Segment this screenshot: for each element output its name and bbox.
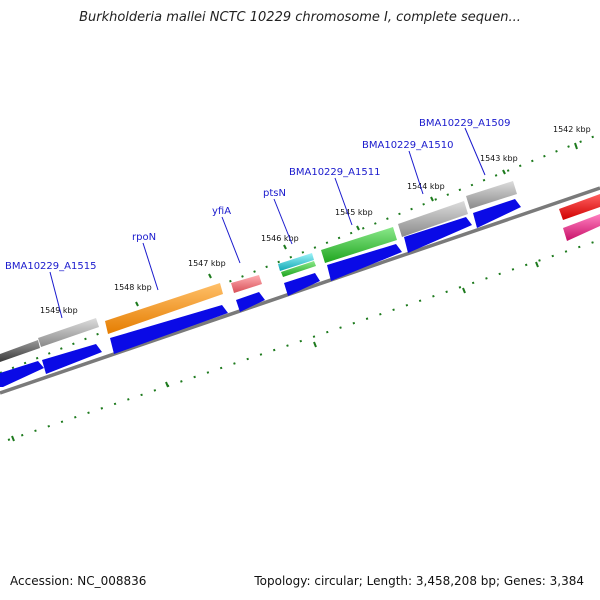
accession-text: Accession: NC_008836 <box>10 574 147 588</box>
gene-leaders <box>49 127 486 319</box>
inner-major-ticks <box>11 261 539 442</box>
kbp-label: 1547 kbp <box>188 259 226 268</box>
gene-labels: BMA10229_A1515 rpoN yfiA ptsN BMA10229_A… <box>5 118 510 272</box>
gene-ptsN-feature[interactable] <box>278 253 314 271</box>
gene-track <box>0 181 600 362</box>
genome-summary-text: Topology: circular; Length: 3,458,208 bp… <box>254 574 584 588</box>
gene-BMA10229_A1515-feature[interactable] <box>38 318 99 347</box>
cds-arrow[interactable] <box>110 305 228 354</box>
kbp-labels: 1549 kbp 1548 kbp 1547 kbp 1546 kbp 1545… <box>40 125 591 315</box>
backbone-arc <box>0 186 600 395</box>
cds-track <box>0 199 600 387</box>
gene-dark-feature[interactable] <box>0 340 40 362</box>
gene-BMA10229_A1511-feature[interactable] <box>321 227 397 263</box>
gene-label-rpoN[interactable]: rpoN <box>132 232 156 243</box>
gene-label-yfiA[interactable]: yfiA <box>212 206 231 217</box>
cds-arrow[interactable] <box>236 292 265 312</box>
cds-arrow[interactable] <box>327 244 402 281</box>
gene-label-BMA10229_A1511[interactable]: BMA10229_A1511 <box>289 167 380 178</box>
cds-arrow[interactable] <box>404 217 472 253</box>
kbp-label: 1549 kbp <box>40 306 78 315</box>
gene-red-feature[interactable] <box>559 194 600 220</box>
cds-arrow[interactable] <box>0 361 44 387</box>
gene-BMA10229_A1510-feature[interactable] <box>398 201 468 237</box>
kbp-label: 1546 kbp <box>261 234 299 243</box>
cds-arrow[interactable] <box>473 199 521 228</box>
map-title: Burkholderia mallei NCTC 10229 chromosom… <box>79 10 521 25</box>
cds-arrow[interactable] <box>42 344 102 374</box>
gene-label-BMA10229_A1509[interactable]: BMA10229_A1509 <box>419 118 510 129</box>
kbp-label: 1544 kbp <box>407 182 445 191</box>
cds-arrow[interactable] <box>284 273 320 296</box>
kbp-label: 1542 kbp <box>553 125 591 134</box>
kbp-label: 1548 kbp <box>114 283 152 292</box>
gene-ptsN-sub-feature[interactable] <box>281 261 316 277</box>
gene-label-BMA10229_A1515[interactable]: BMA10229_A1515 <box>5 261 96 272</box>
gene-label-ptsN[interactable]: ptsN <box>263 188 286 199</box>
gene-rpoN-feature[interactable] <box>105 283 223 334</box>
gene-yfiA-feature[interactable] <box>231 275 262 293</box>
kbp-label: 1545 kbp <box>335 208 373 217</box>
kbp-label: 1543 kbp <box>480 154 518 163</box>
cds-arrow-magenta[interactable] <box>563 214 600 241</box>
gene-label-BMA10229_A1510[interactable]: BMA10229_A1510 <box>362 140 453 151</box>
gene-BMA10229_A1509-feature[interactable] <box>466 181 517 209</box>
